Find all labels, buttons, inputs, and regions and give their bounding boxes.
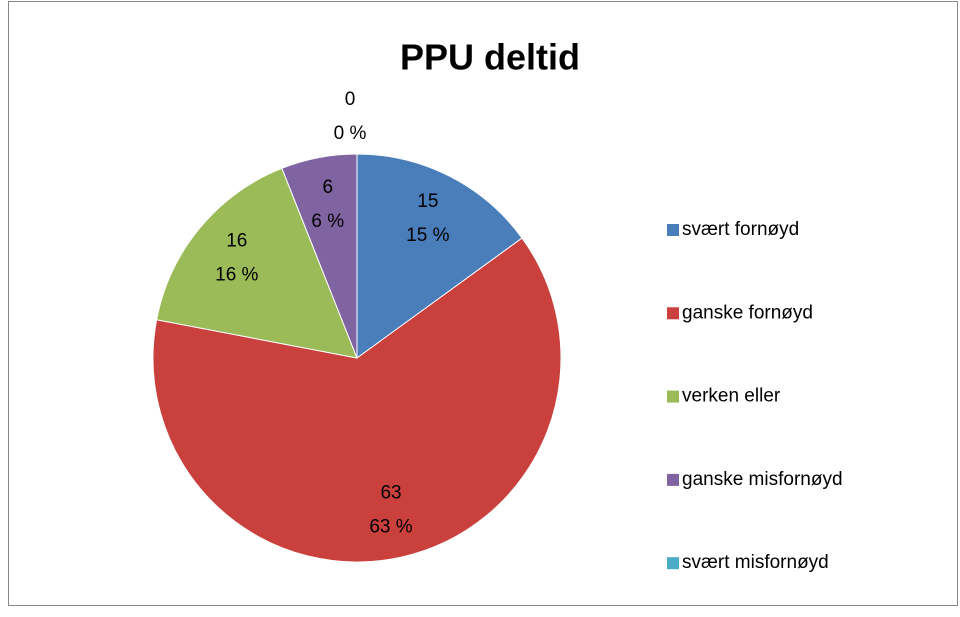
- legend-swatch: [667, 390, 679, 403]
- pie-slice: [356, 153, 523, 359]
- legend-label: verken eller: [682, 386, 781, 407]
- pie-slice: [156, 167, 358, 359]
- data-label: 15: [417, 191, 438, 212]
- pie-slice: [152, 237, 562, 563]
- legend-label: svært fornøyd: [682, 219, 799, 240]
- data-label-percent: 16 %: [215, 265, 258, 286]
- legend-swatch: [667, 557, 679, 570]
- data-label-percent: 15 %: [406, 225, 449, 246]
- data-label-percent: 63 %: [369, 516, 412, 537]
- data-label: 6: [322, 177, 333, 198]
- data-label: 16: [226, 231, 247, 252]
- legend-swatch: [667, 473, 679, 486]
- data-label: 0: [345, 89, 356, 110]
- legend-swatch: [667, 307, 679, 320]
- data-label: 63: [380, 482, 401, 503]
- legend-swatch: [667, 224, 679, 236]
- data-label-percent: 0 %: [334, 123, 367, 144]
- legend-label: ganske fornøyd: [682, 302, 813, 323]
- legend-label: ganske misfornøyd: [682, 469, 843, 490]
- data-label-percent: 6 %: [311, 211, 344, 232]
- chart-title: PPU deltid: [400, 37, 580, 78]
- legend-label: svært misfornøyd: [682, 552, 829, 573]
